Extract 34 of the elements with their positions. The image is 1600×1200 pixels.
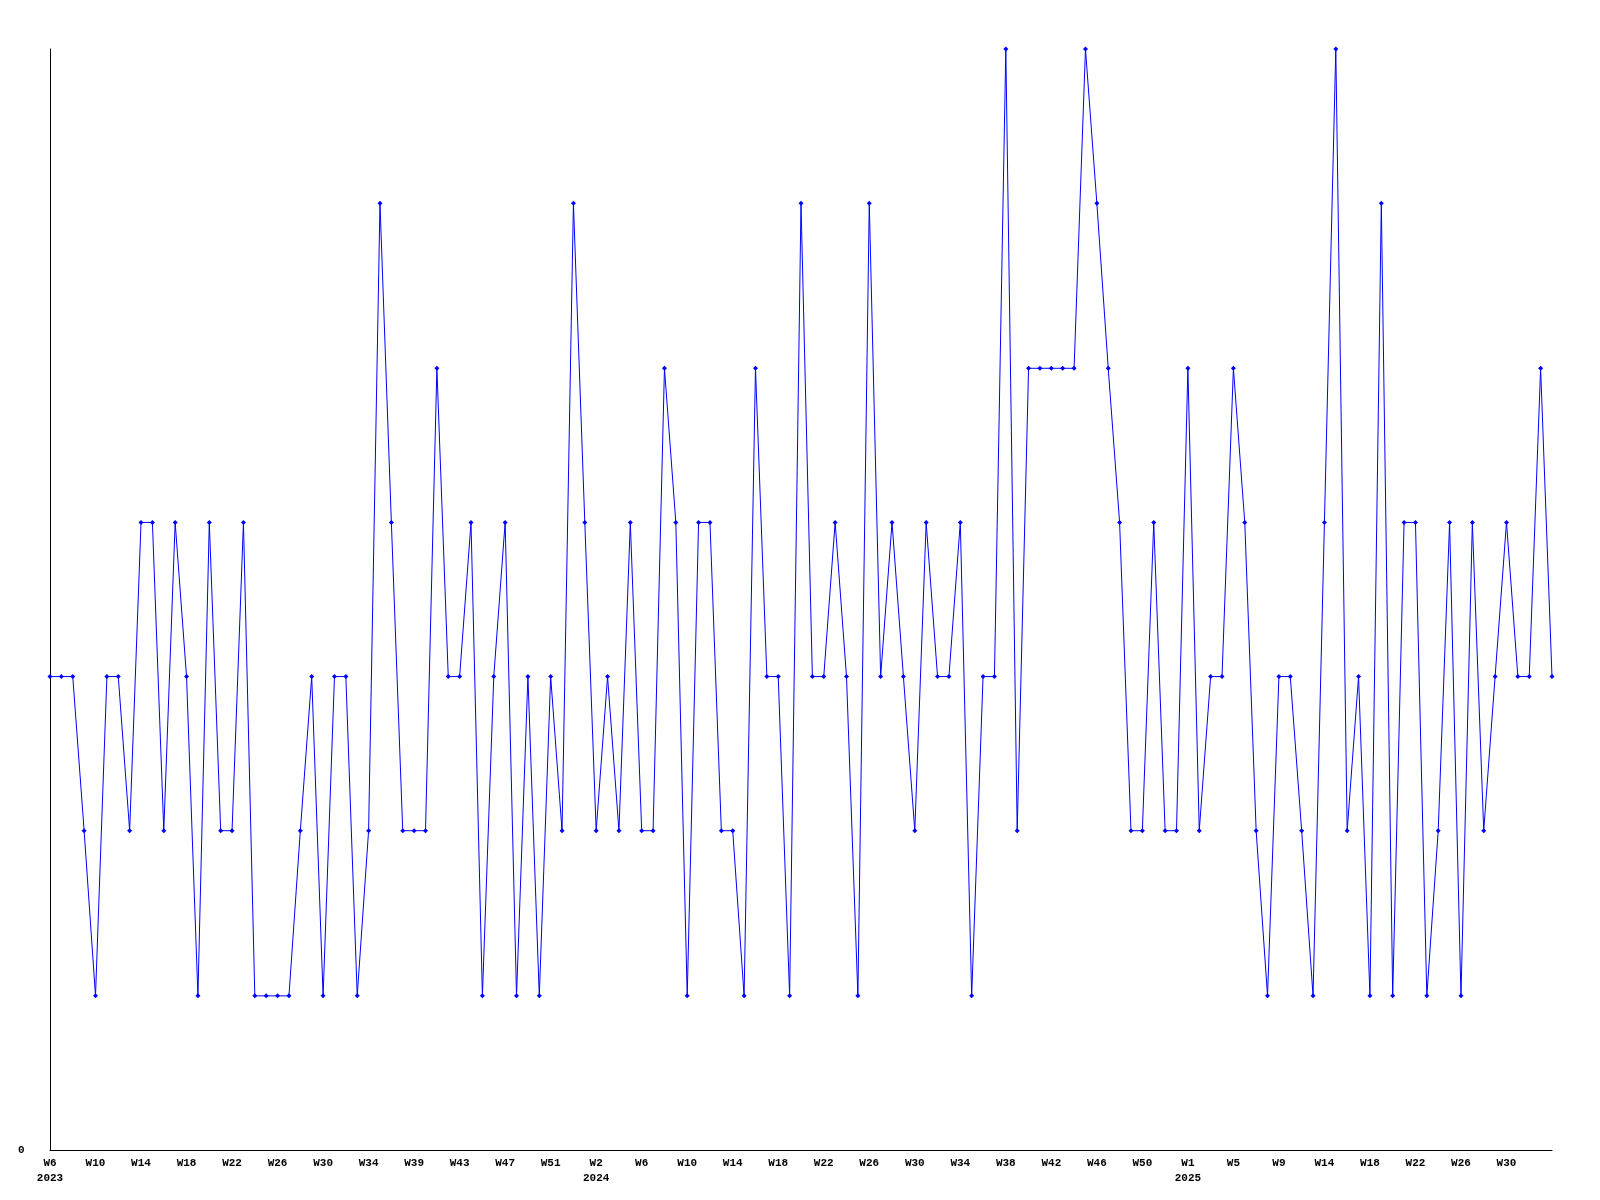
x-tick-label: W18	[768, 1156, 789, 1169]
x-tick-label: W34	[950, 1156, 971, 1169]
x-tick-label: W34	[358, 1156, 379, 1169]
x-tick-label: W30	[313, 1156, 333, 1169]
x-tick-label: W43	[449, 1156, 470, 1169]
x-tick-label: W14	[722, 1156, 744, 1169]
x-tick-label: W47	[495, 1156, 516, 1169]
x-tick-label: W26	[267, 1156, 288, 1169]
x-tick-label: W26	[859, 1156, 880, 1169]
x-tick-label: W10	[85, 1156, 106, 1169]
text: 0	[18, 1143, 25, 1156]
x-tick-label: W39	[404, 1156, 425, 1169]
x-tick-label: W5	[1226, 1156, 1241, 1169]
x-tick-label: W22	[813, 1156, 834, 1169]
x-tick-label: W22	[1405, 1156, 1426, 1169]
x-tick-label: W46	[1086, 1156, 1107, 1169]
x-tick-label: W26	[1451, 1156, 1471, 1169]
x-tick-label: W51	[540, 1156, 561, 1169]
x-tick-label: W30	[904, 1156, 925, 1169]
x-tick-label: W50	[1132, 1156, 1153, 1169]
x-tick-label: W1 2025	[1174, 1156, 1202, 1184]
x-tick-label: W9	[1272, 1156, 1286, 1169]
x-tick-label: W42	[1041, 1156, 1062, 1169]
x-tick-label: W6 2023	[36, 1156, 64, 1184]
x-tick-label: W30	[1496, 1156, 1517, 1169]
x-tick-label: W18	[176, 1156, 197, 1169]
x-tick-label: W6	[635, 1156, 649, 1169]
x-tick-label: W2 2024	[582, 1156, 610, 1184]
x-tick-label: W14	[131, 1156, 152, 1169]
x-tick-label: W22	[222, 1156, 242, 1169]
x-tick-label: W38	[995, 1156, 1017, 1169]
x-tick-label: W14	[1314, 1156, 1335, 1169]
x-tick-label: W10	[677, 1156, 698, 1169]
x-tick-label: W18	[1360, 1156, 1381, 1169]
